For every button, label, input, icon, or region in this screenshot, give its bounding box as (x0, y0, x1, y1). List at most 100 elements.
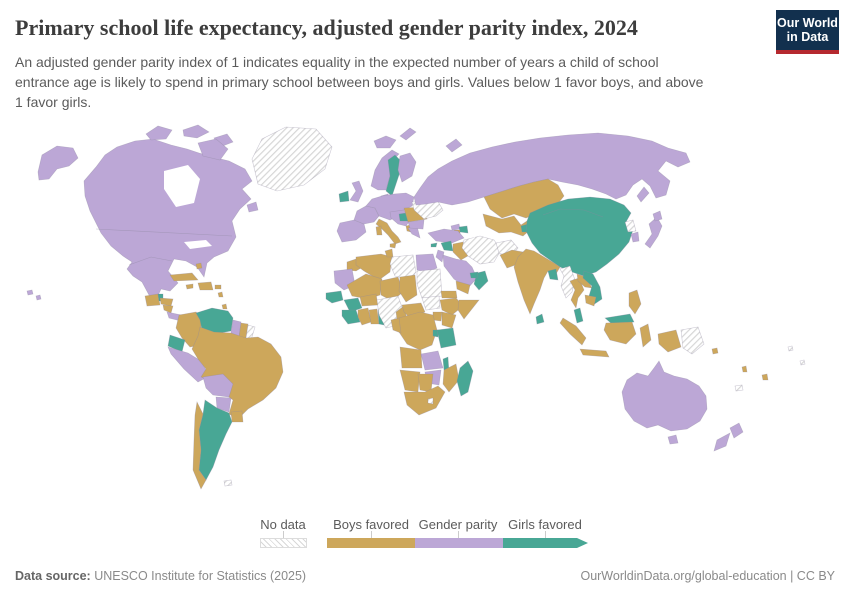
country-levant[interactable] (435, 249, 445, 263)
country-philippines[interactable] (628, 289, 642, 315)
country-sweden[interactable] (385, 154, 401, 197)
country-hawaii[interactable] (26, 289, 34, 296)
country-algeria[interactable] (355, 253, 393, 281)
country-sri-lanka[interactable] (535, 313, 545, 325)
country-newfoundland[interactable] (246, 201, 259, 213)
country-cyprus[interactable] (430, 242, 438, 248)
country-arctic-islands[interactable] (182, 124, 210, 139)
country-ivory-coast[interactable] (357, 307, 372, 326)
country-sudan[interactable] (416, 268, 443, 299)
country-chad[interactable] (398, 274, 418, 303)
country-bulgaria[interactable] (407, 219, 425, 230)
country-rwanda-burundi[interactable] (432, 329, 439, 338)
country-myanmar[interactable] (559, 265, 576, 299)
country-new-zealand[interactable] (713, 432, 731, 452)
country-georgia[interactable] (450, 223, 461, 231)
country-hokkaido[interactable] (652, 210, 663, 222)
country-argentina[interactable] (198, 399, 233, 481)
legend-segment-boys-favored[interactable] (327, 538, 415, 548)
country-fiji[interactable] (761, 373, 769, 381)
country-baffin-island[interactable] (197, 138, 229, 161)
country-borneo-indonesia[interactable] (603, 321, 637, 345)
country-cuba[interactable] (169, 272, 199, 282)
country-india[interactable] (513, 248, 561, 315)
country-chile[interactable] (192, 401, 207, 490)
country-iberia[interactable] (336, 219, 367, 243)
country-sicily[interactable] (389, 242, 397, 249)
country-somalia[interactable] (457, 299, 480, 320)
country-puerto-rico[interactable] (214, 284, 222, 290)
country-japan[interactable] (644, 216, 663, 249)
country-mozambique[interactable] (442, 363, 460, 393)
country-north-america[interactable] (83, 138, 253, 299)
country-cambodia[interactable] (584, 294, 597, 307)
country-italy[interactable] (375, 218, 402, 245)
country-nicaragua[interactable] (162, 304, 174, 314)
country-sardinia[interactable] (375, 225, 383, 236)
country-zambia[interactable] (420, 350, 444, 371)
country-turkey[interactable] (427, 228, 465, 244)
country-pacific-island[interactable] (787, 345, 794, 352)
country-svalbard[interactable] (399, 127, 417, 141)
country-iran[interactable] (461, 235, 502, 265)
country-malaysia-peninsula[interactable] (573, 307, 584, 324)
country-south-sudan[interactable] (421, 295, 441, 311)
country-oman[interactable] (473, 270, 489, 291)
country-gabon-congo[interactable] (390, 317, 402, 334)
country-eritrea[interactable] (440, 290, 458, 299)
legend-segment-gender-parity[interactable] (415, 538, 503, 548)
country-papua-new-guinea[interactable] (680, 326, 705, 355)
country-tanzania[interactable] (436, 327, 457, 349)
country-lesser-antilles[interactable] (217, 291, 224, 298)
country-brazil[interactable] (191, 326, 284, 420)
country-angola[interactable] (399, 346, 423, 369)
country-russia[interactable] (413, 132, 691, 206)
country-honduras[interactable] (159, 297, 174, 307)
country-new-zealand[interactable] (729, 422, 744, 439)
country-falkland-islands[interactable] (223, 479, 233, 487)
legend-segment-girls-favored[interactable] (503, 538, 577, 548)
country-azerbaijan[interactable] (458, 225, 469, 234)
country-bangladesh[interactable] (547, 268, 559, 281)
country-indonesia-papua[interactable] (657, 329, 682, 353)
country-united-kingdom[interactable] (349, 180, 364, 203)
country-hispaniola[interactable] (197, 281, 214, 291)
country-jamaica[interactable] (185, 283, 194, 290)
country-syria[interactable] (440, 240, 454, 252)
country-iceland[interactable] (373, 135, 397, 149)
country-madagascar[interactable] (456, 360, 474, 397)
country-south-africa[interactable] (403, 385, 446, 416)
country-trinidad[interactable] (221, 303, 228, 310)
country-iraq[interactable] (452, 241, 472, 261)
country-sulawesi[interactable] (639, 323, 652, 348)
country-hawaii[interactable] (35, 294, 42, 301)
country-novaya-zemlya[interactable] (445, 138, 463, 153)
owid-logo[interactable]: Our World in Data (776, 10, 839, 54)
country-vanuatu[interactable] (741, 365, 748, 373)
country-mali[interactable] (346, 273, 383, 300)
country-lesotho[interactable] (427, 397, 434, 405)
country-finland[interactable] (397, 152, 417, 183)
country-australia[interactable] (621, 360, 708, 432)
country-sierra-leone-liberia[interactable] (341, 309, 361, 325)
country-venezuela[interactable] (195, 307, 234, 335)
country-new-caledonia[interactable] (734, 384, 744, 392)
country-north-korea[interactable] (624, 219, 637, 233)
country-bahamas[interactable] (195, 262, 203, 270)
country-paraguay[interactable] (215, 396, 232, 413)
country-tasmania[interactable] (667, 434, 679, 445)
country-kenya[interactable] (441, 311, 457, 329)
country-sumatra[interactable] (559, 317, 587, 346)
country-uruguay[interactable] (230, 410, 244, 423)
country-ireland[interactable] (338, 190, 350, 203)
country-uae[interactable] (469, 271, 479, 279)
country-yemen[interactable] (455, 280, 471, 295)
country-south-korea[interactable] (630, 231, 640, 243)
country-sakhalin[interactable] (636, 186, 650, 203)
country-namibia[interactable] (399, 369, 421, 393)
country-senegal[interactable] (325, 290, 344, 304)
country-java[interactable] (579, 348, 610, 358)
country-alaska[interactable] (37, 145, 79, 181)
country-guinea[interactable] (343, 297, 363, 313)
country-guatemala[interactable] (144, 293, 161, 307)
